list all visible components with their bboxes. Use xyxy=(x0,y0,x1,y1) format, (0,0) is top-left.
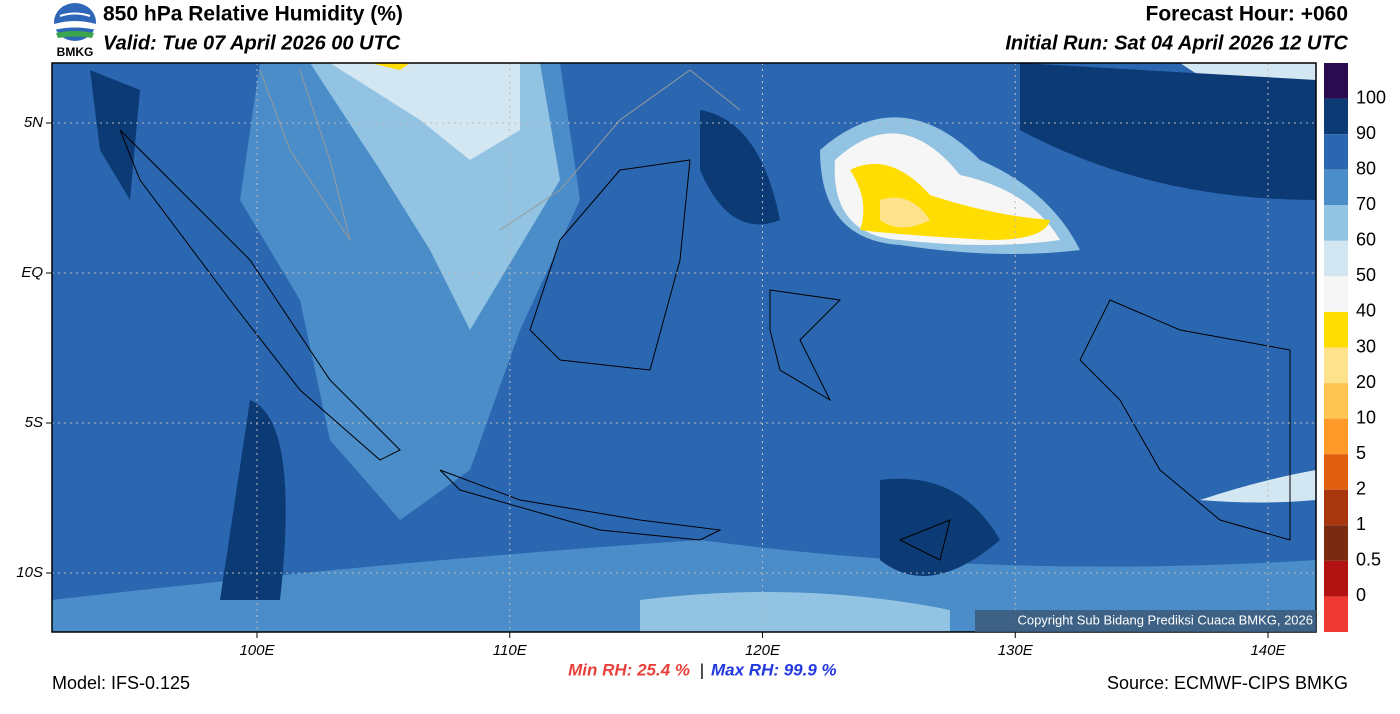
logo-text: BMKG xyxy=(57,45,94,59)
colorbar-box xyxy=(1324,63,1348,99)
colorbar-box xyxy=(1324,98,1348,135)
lon-label: 110E xyxy=(493,642,528,659)
map-frame xyxy=(51,62,1317,633)
colorbar-label: 2 xyxy=(1356,479,1366,499)
colorbar-label: 100 xyxy=(1356,87,1386,107)
colorbar-box xyxy=(1324,418,1348,455)
lat-label: 10S xyxy=(16,564,43,581)
min-rh: Min RH: 25.4 % xyxy=(568,660,690,679)
map-field xyxy=(52,63,1316,632)
copyright: Copyright Sub Bidang Prediksi Cuaca BMKG… xyxy=(1017,612,1313,627)
colorbar-box xyxy=(1324,525,1348,561)
separator: | xyxy=(700,660,704,679)
colorbar: 100 90 80 70 60 50 40 30 20 10 5 2 1 0.5 0 xyxy=(1324,63,1386,632)
colorbar-label: 60 xyxy=(1356,230,1376,250)
source: Source: ECMWF-CIPS BMKG xyxy=(1107,673,1348,693)
colorbar-label: 80 xyxy=(1356,158,1376,178)
forecast-hour: Forecast Hour: +060 xyxy=(1146,3,1349,26)
colorbar-label: 0.5 xyxy=(1356,550,1381,570)
lon-label: 120E xyxy=(745,642,781,659)
model: Model: IFS-0.125 xyxy=(52,673,190,693)
colorbar-box xyxy=(1324,311,1348,348)
colorbar-box xyxy=(1324,383,1348,419)
lat-label: 5N xyxy=(24,114,43,131)
copyright-box xyxy=(975,610,1316,632)
colorbar-box xyxy=(1324,560,1348,597)
colorbar-box xyxy=(1324,169,1348,206)
colorbar-box xyxy=(1324,240,1348,277)
colorbar-label: 70 xyxy=(1356,194,1376,214)
lon-label: 130E xyxy=(998,642,1034,659)
colorbar-label: 20 xyxy=(1356,372,1376,392)
lat-label: EQ xyxy=(21,264,43,281)
max-rh: Max RH: 99.9 % xyxy=(711,660,837,679)
colorbar-box xyxy=(1324,489,1348,526)
colorbar-box xyxy=(1324,347,1348,384)
colorbar-label: 10 xyxy=(1356,407,1376,427)
initial-run: Initial Run: Sat 04 April 2026 12 UTC xyxy=(1005,32,1348,54)
colorbar-label: 50 xyxy=(1356,265,1376,285)
logo-icon xyxy=(54,3,96,41)
graticule: 5N EQ 5S 10S 100E 110E 120E 130E 140E xyxy=(16,63,1316,659)
colorbar-label: 1 xyxy=(1356,514,1366,534)
colorbar-box xyxy=(1324,134,1348,170)
colorbar-label: 5 xyxy=(1356,443,1366,463)
colorbar-label: 40 xyxy=(1356,301,1376,321)
colorbar-box xyxy=(1324,454,1348,490)
lon-label: 100E xyxy=(239,642,275,659)
lon-label: 140E xyxy=(1250,642,1286,659)
colorbar-box xyxy=(1324,205,1348,241)
colorbar-box xyxy=(1324,596,1348,632)
colorbar-label: 90 xyxy=(1356,123,1376,143)
lat-label: 5S xyxy=(25,414,43,431)
colorbar-label: 0 xyxy=(1356,585,1366,605)
title: 850 hPa Relative Humidity (%) xyxy=(103,3,403,26)
colorbar-box xyxy=(1324,276,1348,312)
colorbar-label: 30 xyxy=(1356,336,1376,356)
valid-time: Valid: Tue 07 April 2026 00 UTC xyxy=(103,32,401,54)
